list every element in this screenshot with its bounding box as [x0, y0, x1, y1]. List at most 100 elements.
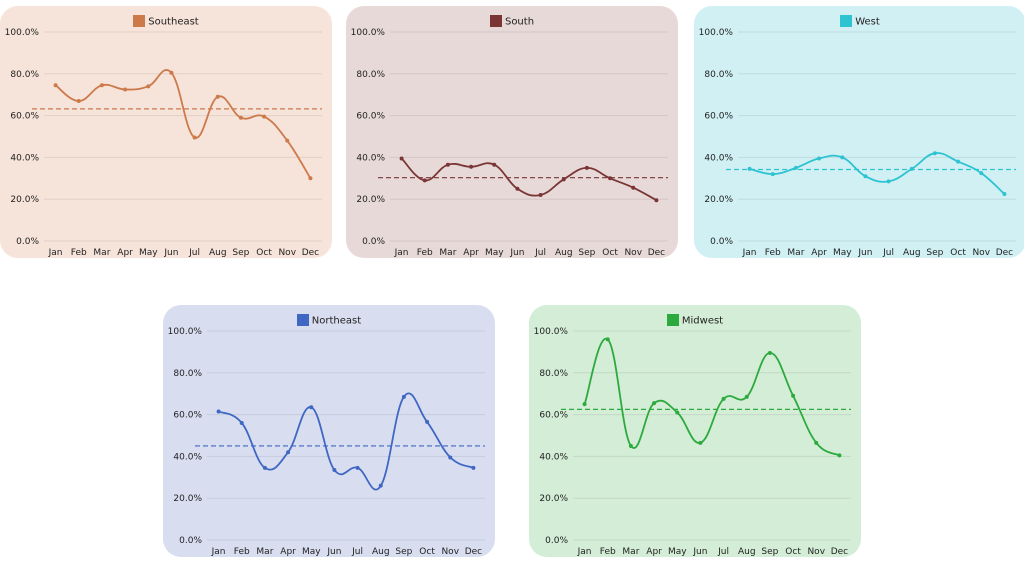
chart-panel-south: South 0.0% 20.0% 40.0% 60.0% 80.0% 100.0% Jan F… [346, 6, 678, 258]
data-point [99, 83, 104, 88]
x-tick-label: Jun [692, 547, 707, 557]
x-tick-label: Sep [578, 248, 595, 258]
y-tick-label: 100.0% [168, 327, 203, 337]
data-point [793, 165, 798, 170]
x-tick-label: Sep [761, 547, 778, 557]
line-chart: 0.0% 20.0% 40.0% 60.0% 80.0% 100.0% Jan Feb Mar A… [351, 28, 668, 258]
x-tick-label: May [302, 547, 321, 557]
x-tick-label: Feb [765, 248, 781, 258]
y-tick-label: 0.0% [362, 237, 385, 247]
x-tick-label: May [485, 248, 504, 258]
data-point [817, 156, 822, 161]
x-tick-label: Aug [555, 248, 573, 258]
data-point [584, 165, 589, 170]
data-point [355, 465, 360, 470]
legend-swatch [133, 15, 146, 27]
legend-label: South [504, 16, 535, 28]
data-point [605, 337, 610, 342]
y-tick-label: 40.0% [704, 153, 733, 163]
data-point [146, 84, 151, 89]
data-point [285, 138, 290, 143]
x-tick-label: Mar [622, 547, 639, 557]
x-tick-label: Nov [278, 248, 296, 258]
x-tick-label: Oct [602, 248, 618, 258]
x-tick-label: Sep [232, 248, 249, 258]
x-tick-label: Mar [439, 248, 456, 258]
data-point [767, 350, 772, 355]
x-tick-label: Nov [807, 547, 825, 557]
y-tick-label: 20.0% [356, 195, 385, 205]
x-tick-label: Nov [624, 248, 642, 258]
x-tick-label: Mar [256, 547, 273, 557]
y-tick-label: 100.0% [534, 327, 569, 337]
x-tick-label: May [833, 248, 852, 258]
data-point [608, 176, 613, 181]
x-tick-label: Jul [717, 547, 729, 557]
data-point [721, 396, 726, 401]
data-point [123, 87, 128, 92]
chart-panel-northeast: Northeast 0.0% 20.0% 40.0% 60.0% 80.0% 100.0%… [163, 305, 495, 557]
y-tick-label: 0.0% [710, 237, 733, 247]
x-tick-label: Oct [419, 547, 435, 557]
x-tick-label: Apr [280, 547, 296, 557]
y-tick-label: 0.0% [16, 237, 39, 247]
x-tick-label: May [139, 248, 158, 258]
data-point [840, 155, 845, 160]
legend-label: West [855, 16, 880, 28]
legend[interactable]: Southeast [0, 15, 332, 28]
x-tick-label: Nov [972, 248, 990, 258]
series-line [218, 392, 474, 491]
x-tick-label: Jan [394, 248, 409, 258]
series-line [55, 69, 312, 179]
y-tick-label: 60.0% [356, 112, 385, 122]
y-tick-label: 80.0% [356, 70, 385, 80]
data-point [169, 70, 174, 75]
legend-label: Midwest [681, 315, 724, 327]
data-point [239, 420, 244, 425]
data-point [932, 151, 937, 156]
data-point [538, 193, 543, 198]
data-point [215, 94, 220, 99]
x-tick-label: Aug [903, 248, 921, 258]
legend[interactable]: West [694, 15, 1024, 28]
data-point [886, 179, 891, 184]
data-point [791, 393, 796, 398]
chart-panel-west: West 0.0% 20.0% 40.0% 60.0% 80.0% 100.0% Jan Fe… [694, 6, 1024, 258]
x-tick-label: Mar [787, 248, 804, 258]
data-point [286, 450, 291, 455]
data-point [956, 159, 961, 164]
y-tick-label: 40.0% [173, 452, 202, 462]
data-point [979, 171, 984, 176]
x-tick-label: Oct [256, 248, 272, 258]
legend[interactable]: South [346, 15, 678, 28]
x-tick-label: Dec [996, 248, 1013, 258]
chart-panel-midwest: Midwest 0.0% 20.0% 40.0% 60.0% 80.0% 100.0% Ja… [529, 305, 861, 557]
data-point [262, 114, 267, 119]
x-tick-label: Apr [811, 248, 827, 258]
line-chart: 0.0% 20.0% 40.0% 60.0% 80.0% 100.0% Jan Feb Mar A… [699, 28, 1016, 258]
y-tick-label: 20.0% [173, 494, 202, 504]
y-tick-label: 20.0% [10, 195, 39, 205]
x-tick-label: Jan [48, 248, 63, 258]
x-tick-label: Feb [71, 248, 87, 258]
chart-panel-southeast: Southeast 0.0% 20.0% 40.0% 60.0% 80.0% 100.0%… [0, 6, 332, 258]
x-tick-label: Jan [742, 248, 757, 258]
y-tick-label: 100.0% [5, 28, 40, 38]
x-tick-label: Dec [831, 547, 848, 557]
data-point [378, 483, 383, 488]
data-point [262, 465, 267, 470]
x-tick-label: Jan [577, 547, 592, 557]
legend[interactable]: Midwest [529, 314, 861, 327]
y-tick-label: 40.0% [539, 452, 568, 462]
legend[interactable]: Northeast [163, 314, 495, 327]
data-point [192, 135, 197, 140]
legend-swatch [840, 15, 853, 27]
data-point [698, 440, 703, 445]
x-tick-label: Jul [351, 547, 363, 557]
x-tick-label: Aug [372, 547, 390, 557]
data-point [216, 409, 221, 414]
y-tick-label: 40.0% [356, 153, 385, 163]
x-tick-label: Jul [188, 248, 200, 258]
x-tick-label: Sep [926, 248, 943, 258]
x-tick-label: Aug [738, 547, 756, 557]
